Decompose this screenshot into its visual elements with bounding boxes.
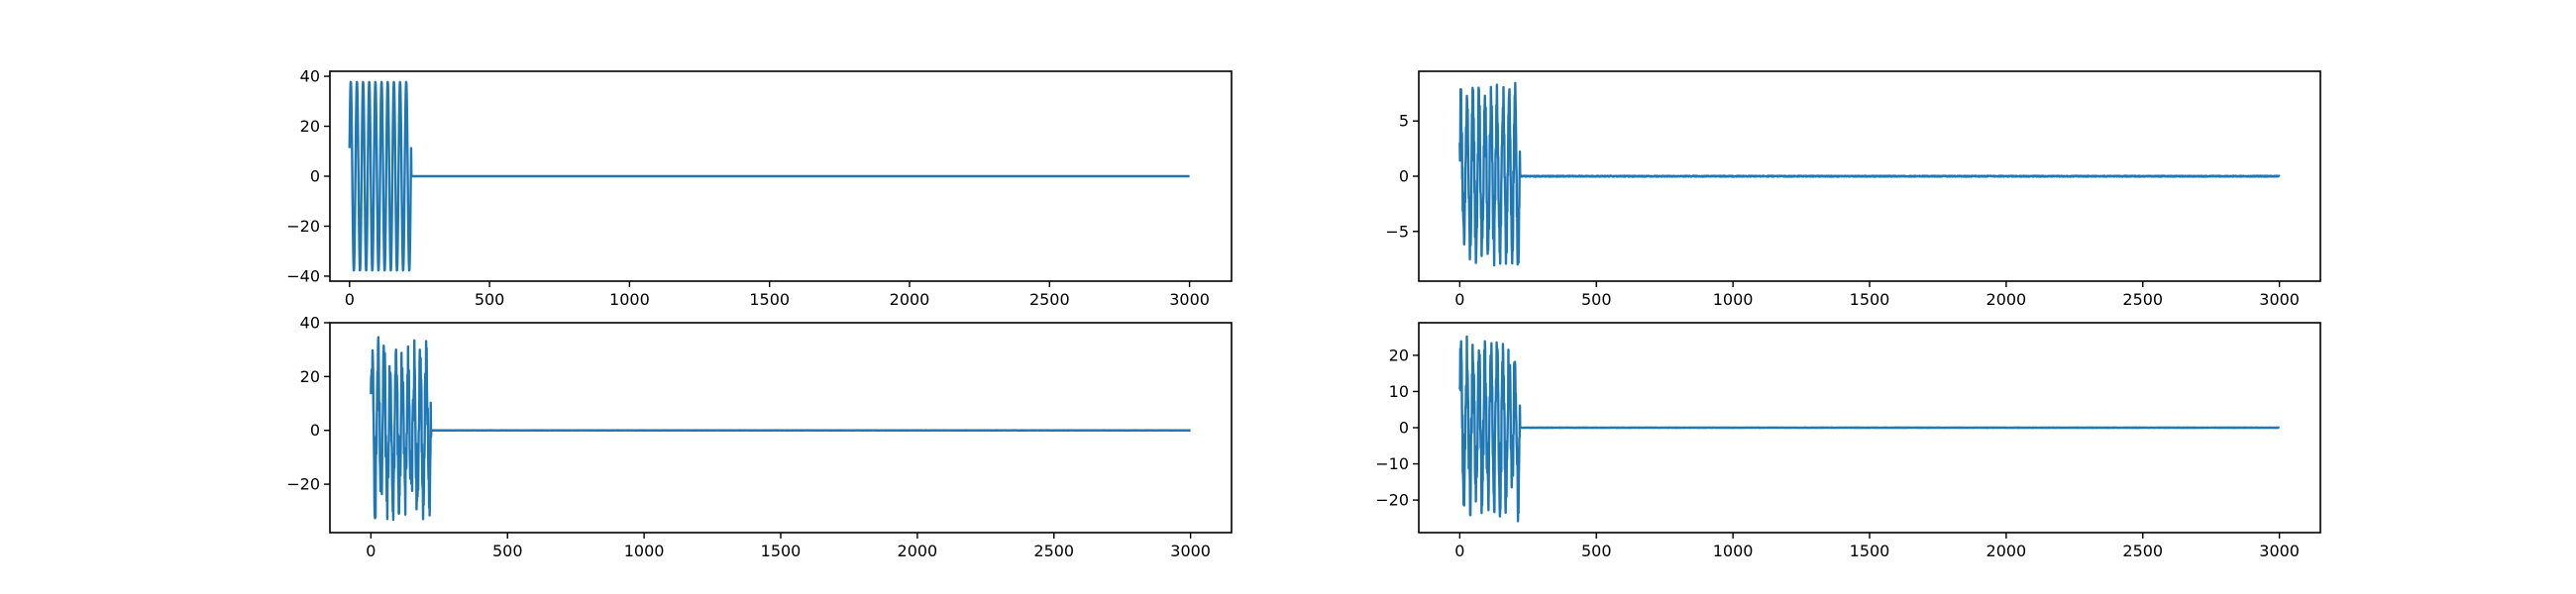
y-tick-label: −20: [1375, 491, 1409, 510]
x-tick-label: 2500: [1033, 542, 1074, 560]
x-tick-label: 2500: [2122, 542, 2163, 560]
y-tick-label: 20: [300, 367, 320, 386]
series-line: [370, 336, 1192, 522]
x-tick-label: 500: [1581, 290, 1612, 309]
x-tick-label: 0: [345, 290, 355, 309]
y-tick-label: −20: [286, 475, 320, 494]
y-tick-label: −5: [1385, 222, 1409, 241]
x-tick-label: 500: [1581, 542, 1612, 560]
x-tick-label: 3000: [1169, 290, 1210, 309]
series-line: [1458, 335, 2281, 523]
y-tick-label: 0: [310, 421, 320, 440]
x-tick-label: 3000: [2259, 542, 2300, 560]
x-tick-label: 1500: [1850, 290, 1890, 309]
x-tick-label: 2000: [898, 542, 938, 560]
x-tick-label: 1000: [624, 542, 665, 560]
x-tick-label: 3000: [1170, 542, 1211, 560]
y-tick-label: 0: [310, 167, 320, 186]
subplot-bottom-left: 0 500 1000 1500 2000 2500 3000 −20 0 20 40: [286, 314, 1233, 560]
y-tick-label: 20: [300, 117, 320, 136]
x-tick-label: 1500: [761, 542, 802, 560]
y-tick-label: −40: [286, 266, 320, 285]
y-tick-label: 0: [1399, 167, 1409, 186]
x-tick-label: 2000: [890, 290, 930, 309]
y-tick-label: 0: [1399, 419, 1409, 438]
x-tick-label: 2500: [1029, 290, 1070, 309]
x-tick-label: 500: [492, 542, 523, 560]
x-tick-label: 1000: [609, 290, 650, 309]
subplot-top-left: 0 500 1000 1500 2000 2500 3000 −40 −20 0 20 40: [286, 67, 1233, 309]
x-tick-label: 0: [366, 542, 376, 560]
x-tick-label: 1000: [1713, 542, 1754, 560]
y-tick-label: 10: [1389, 382, 1409, 401]
x-tick-label: 3000: [2259, 290, 2300, 309]
series-line: [348, 80, 1191, 272]
x-tick-label: 2000: [1986, 290, 2027, 309]
x-tick-label: 1000: [1713, 290, 1754, 309]
y-tick-label: 20: [1389, 346, 1409, 364]
subplot-bottom-right: 0 500 1000 1500 2000 2500 3000 −20 −10 0 10 20: [1375, 322, 2321, 560]
y-tick-label: 5: [1399, 112, 1409, 131]
x-tick-label: 0: [1454, 542, 1464, 560]
x-tick-label: 500: [475, 290, 505, 309]
x-tick-label: 0: [1454, 290, 1464, 309]
series-line: [1458, 81, 2281, 267]
y-tick-label: 40: [300, 67, 320, 86]
subplot-top-right: 0 500 1000 1500 2000 2500 3000 −5 0 5: [1385, 70, 2321, 309]
x-tick-label: 1500: [1850, 542, 1890, 560]
y-tick-label: 40: [300, 314, 320, 333]
x-tick-label: 2500: [2122, 290, 2163, 309]
y-tick-label: −20: [286, 217, 320, 236]
y-tick-label: −10: [1375, 454, 1409, 473]
x-tick-label: 1500: [749, 290, 790, 309]
x-tick-label: 2000: [1986, 542, 2027, 560]
